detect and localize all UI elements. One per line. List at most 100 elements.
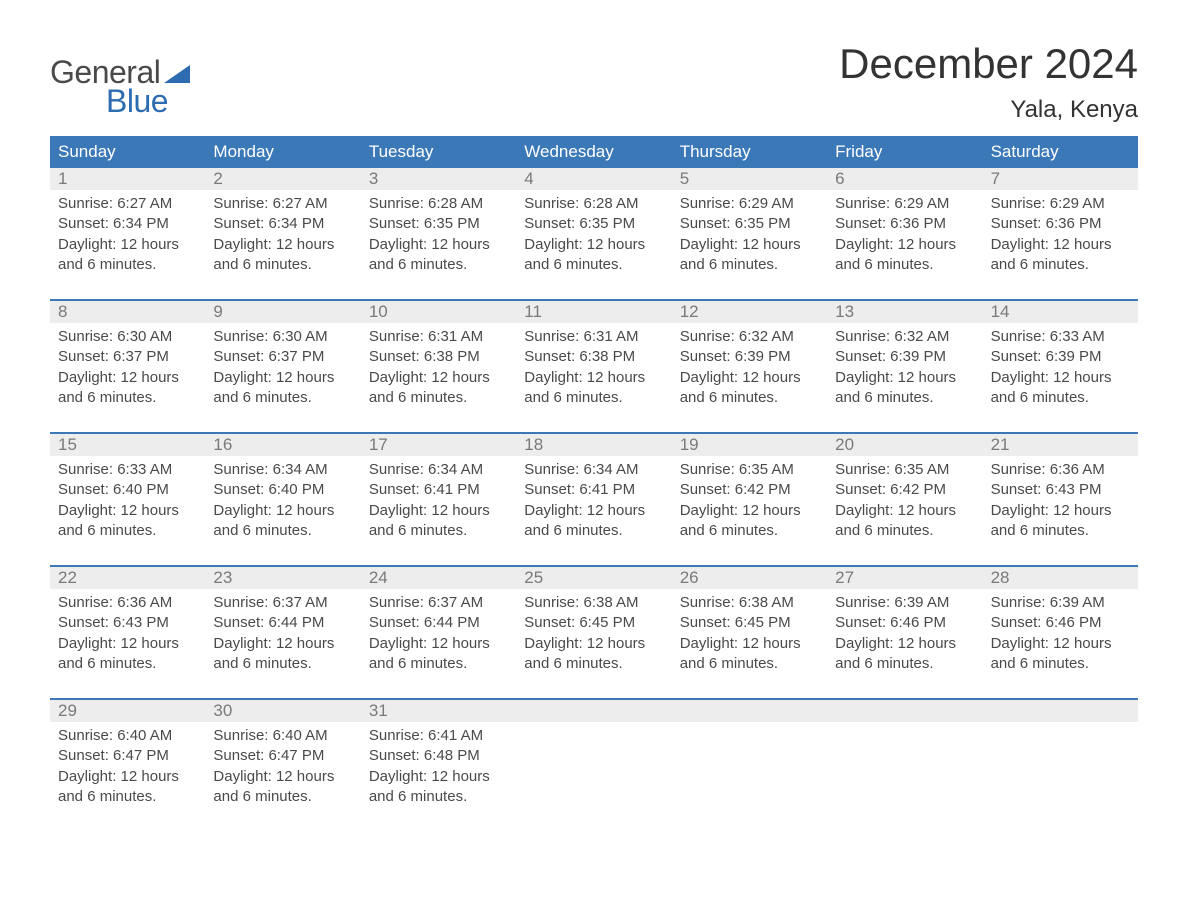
day-number: 19	[672, 434, 827, 456]
sunrise-line: Sunrise: 6:36 AM	[58, 593, 197, 613]
day-number: 16	[205, 434, 360, 456]
day-cell: Sunrise: 6:38 AMSunset: 6:45 PMDaylight:…	[672, 589, 827, 698]
logo-blue-text: Blue	[106, 83, 168, 120]
daylight-line: Daylight: 12 hours and 6 minutes.	[991, 368, 1130, 409]
sunset-line: Sunset: 6:39 PM	[991, 347, 1130, 367]
sunset-line: Sunset: 6:34 PM	[213, 214, 352, 234]
sunrise-line: Sunrise: 6:32 AM	[680, 327, 819, 347]
sunset-line: Sunset: 6:42 PM	[835, 480, 974, 500]
day-header: Monday	[205, 136, 360, 168]
calendar-header-row: SundayMondayTuesdayWednesdayThursdayFrid…	[50, 136, 1138, 168]
sunset-line: Sunset: 6:41 PM	[524, 480, 663, 500]
day-cell: Sunrise: 6:27 AMSunset: 6:34 PMDaylight:…	[205, 190, 360, 299]
day-number: 4	[516, 168, 671, 190]
sunset-line: Sunset: 6:45 PM	[524, 613, 663, 633]
day-number: 17	[361, 434, 516, 456]
daylight-line: Daylight: 12 hours and 6 minutes.	[213, 235, 352, 276]
daylight-line: Daylight: 12 hours and 6 minutes.	[835, 235, 974, 276]
day-number: 27	[827, 567, 982, 589]
day-number: 15	[50, 434, 205, 456]
day-number: 20	[827, 434, 982, 456]
day-number: 21	[983, 434, 1138, 456]
daynum-row: 22232425262728	[50, 567, 1138, 589]
sunrise-line: Sunrise: 6:37 AM	[213, 593, 352, 613]
sunset-line: Sunset: 6:46 PM	[835, 613, 974, 633]
day-cell: Sunrise: 6:33 AMSunset: 6:39 PMDaylight:…	[983, 323, 1138, 432]
sunrise-line: Sunrise: 6:27 AM	[58, 194, 197, 214]
daylight-line: Daylight: 12 hours and 6 minutes.	[369, 634, 508, 675]
day-number	[983, 700, 1138, 722]
daylight-line: Daylight: 12 hours and 6 minutes.	[835, 368, 974, 409]
daylight-line: Daylight: 12 hours and 6 minutes.	[680, 634, 819, 675]
day-number: 13	[827, 301, 982, 323]
sunrise-line: Sunrise: 6:38 AM	[680, 593, 819, 613]
day-cell: Sunrise: 6:32 AMSunset: 6:39 PMDaylight:…	[827, 323, 982, 432]
day-number: 8	[50, 301, 205, 323]
daynum-row: 891011121314	[50, 301, 1138, 323]
day-cell: Sunrise: 6:35 AMSunset: 6:42 PMDaylight:…	[827, 456, 982, 565]
location: Yala, Kenya	[839, 96, 1138, 124]
day-number: 23	[205, 567, 360, 589]
day-header: Friday	[827, 136, 982, 168]
day-number: 3	[361, 168, 516, 190]
daylight-line: Daylight: 12 hours and 6 minutes.	[991, 501, 1130, 542]
day-cell: Sunrise: 6:28 AMSunset: 6:35 PMDaylight:…	[516, 190, 671, 299]
day-cell: Sunrise: 6:28 AMSunset: 6:35 PMDaylight:…	[361, 190, 516, 299]
day-number: 28	[983, 567, 1138, 589]
sunset-line: Sunset: 6:39 PM	[680, 347, 819, 367]
day-number: 1	[50, 168, 205, 190]
day-number	[516, 700, 671, 722]
sunset-line: Sunset: 6:35 PM	[369, 214, 508, 234]
sunset-line: Sunset: 6:47 PM	[58, 746, 197, 766]
daylight-line: Daylight: 12 hours and 6 minutes.	[58, 368, 197, 409]
daylight-line: Daylight: 12 hours and 6 minutes.	[991, 235, 1130, 276]
day-number: 30	[205, 700, 360, 722]
day-cell: Sunrise: 6:40 AMSunset: 6:47 PMDaylight:…	[205, 722, 360, 831]
day-cell	[516, 722, 671, 831]
day-number	[672, 700, 827, 722]
sunset-line: Sunset: 6:37 PM	[213, 347, 352, 367]
sunrise-line: Sunrise: 6:36 AM	[991, 460, 1130, 480]
sunrise-line: Sunrise: 6:27 AM	[213, 194, 352, 214]
day-cell: Sunrise: 6:35 AMSunset: 6:42 PMDaylight:…	[672, 456, 827, 565]
sunset-line: Sunset: 6:42 PM	[680, 480, 819, 500]
daynum-row: 1234567	[50, 168, 1138, 190]
day-cell	[827, 722, 982, 831]
sunset-line: Sunset: 6:36 PM	[835, 214, 974, 234]
day-cell: Sunrise: 6:31 AMSunset: 6:38 PMDaylight:…	[516, 323, 671, 432]
sunrise-line: Sunrise: 6:29 AM	[680, 194, 819, 214]
sunset-line: Sunset: 6:41 PM	[369, 480, 508, 500]
sunset-line: Sunset: 6:46 PM	[991, 613, 1130, 633]
daycontent-row: Sunrise: 6:27 AMSunset: 6:34 PMDaylight:…	[50, 190, 1138, 299]
daylight-line: Daylight: 12 hours and 6 minutes.	[680, 368, 819, 409]
day-number: 11	[516, 301, 671, 323]
daycontent-row: Sunrise: 6:40 AMSunset: 6:47 PM Daylight:…	[50, 722, 1138, 831]
daylight-line: Daylight: 12 hours and 6 minutes.	[213, 767, 352, 808]
day-number: 31	[361, 700, 516, 722]
sunset-line: Sunset: 6:37 PM	[58, 347, 197, 367]
calendar: SundayMondayTuesdayWednesdayThursdayFrid…	[50, 136, 1138, 831]
sunrise-line: Sunrise: 6:37 AM	[369, 593, 508, 613]
day-header: Thursday	[672, 136, 827, 168]
sunset-line: Sunset: 6:35 PM	[524, 214, 663, 234]
sunrise-line: Sunrise: 6:35 AM	[835, 460, 974, 480]
day-cell: Sunrise: 6:37 AMSunset: 6:44 PMDaylight:…	[205, 589, 360, 698]
day-number: 14	[983, 301, 1138, 323]
sunset-line: Sunset: 6:43 PM	[991, 480, 1130, 500]
sunrise-line: Sunrise: 6:40 AM	[58, 726, 197, 746]
daylight-line: Daylight: 12 hours and 6 minutes.	[58, 501, 197, 542]
day-cell: Sunrise: 6:30 AMSunset: 6:37 PMDaylight:…	[205, 323, 360, 432]
day-cell: Sunrise: 6:39 AMSunset: 6:46 PMDaylight:…	[827, 589, 982, 698]
day-header: Wednesday	[516, 136, 671, 168]
sunset-line: Sunset: 6:34 PM	[58, 214, 197, 234]
day-number: 24	[361, 567, 516, 589]
day-cell: Sunrise: 6:38 AMSunset: 6:45 PMDaylight:…	[516, 589, 671, 698]
day-cell	[983, 722, 1138, 831]
daylight-line: Daylight: 12 hours and 6 minutes.	[58, 634, 197, 675]
day-cell: Sunrise: 6:34 AMSunset: 6:40 PMDaylight:…	[205, 456, 360, 565]
sunrise-line: Sunrise: 6:38 AM	[524, 593, 663, 613]
day-cell: Sunrise: 6:27 AMSunset: 6:34 PMDaylight:…	[50, 190, 205, 299]
day-cell: Sunrise: 6:32 AMSunset: 6:39 PMDaylight:…	[672, 323, 827, 432]
day-number: 2	[205, 168, 360, 190]
day-cell: Sunrise: 6:41 AMSunset: 6:48 PMDaylight:…	[361, 722, 516, 831]
